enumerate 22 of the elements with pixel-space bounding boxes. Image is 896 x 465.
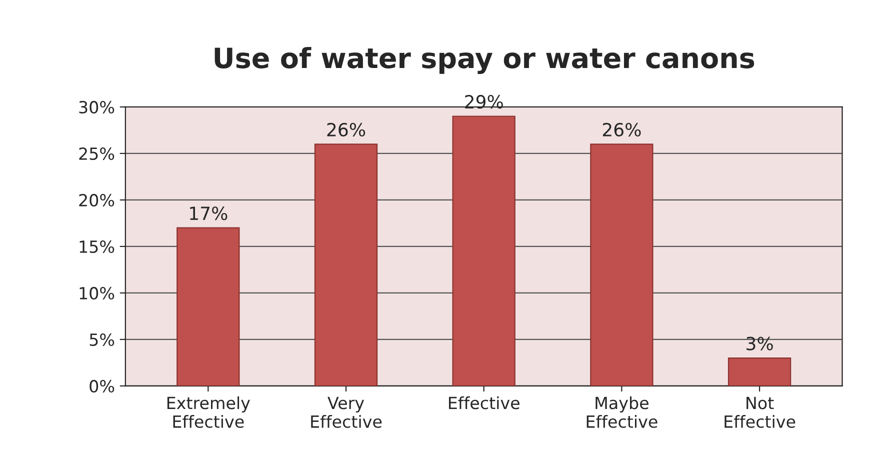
y-tick-label: 20% <box>79 194 114 207</box>
y-tick-label: 25% <box>79 147 114 160</box>
x-tick-label: Very Effective <box>311 396 382 428</box>
bar <box>314 144 378 386</box>
data-label: 3% <box>746 336 773 350</box>
x-tick-label: Effective <box>448 396 520 410</box>
data-label: 26% <box>602 122 641 136</box>
y-tick-label: 5% <box>90 333 114 346</box>
x-tick-label: Maybe Effective <box>586 396 658 428</box>
bar <box>728 357 792 386</box>
bar <box>452 116 516 386</box>
bar <box>590 144 654 386</box>
bar <box>176 227 240 386</box>
x-tick-label: Not Effective <box>724 396 796 428</box>
y-tick-label: 0% <box>90 380 114 393</box>
y-tick-label: 30% <box>79 100 114 114</box>
data-label: 17% <box>190 206 228 220</box>
data-label: 26% <box>327 122 366 136</box>
y-tick-label: 10% <box>80 286 114 300</box>
chart-title: Use of water spay or water canons <box>214 46 754 74</box>
x-tick-label: Extremely Effective <box>167 396 250 428</box>
y-tick-label: 15% <box>80 240 114 254</box>
